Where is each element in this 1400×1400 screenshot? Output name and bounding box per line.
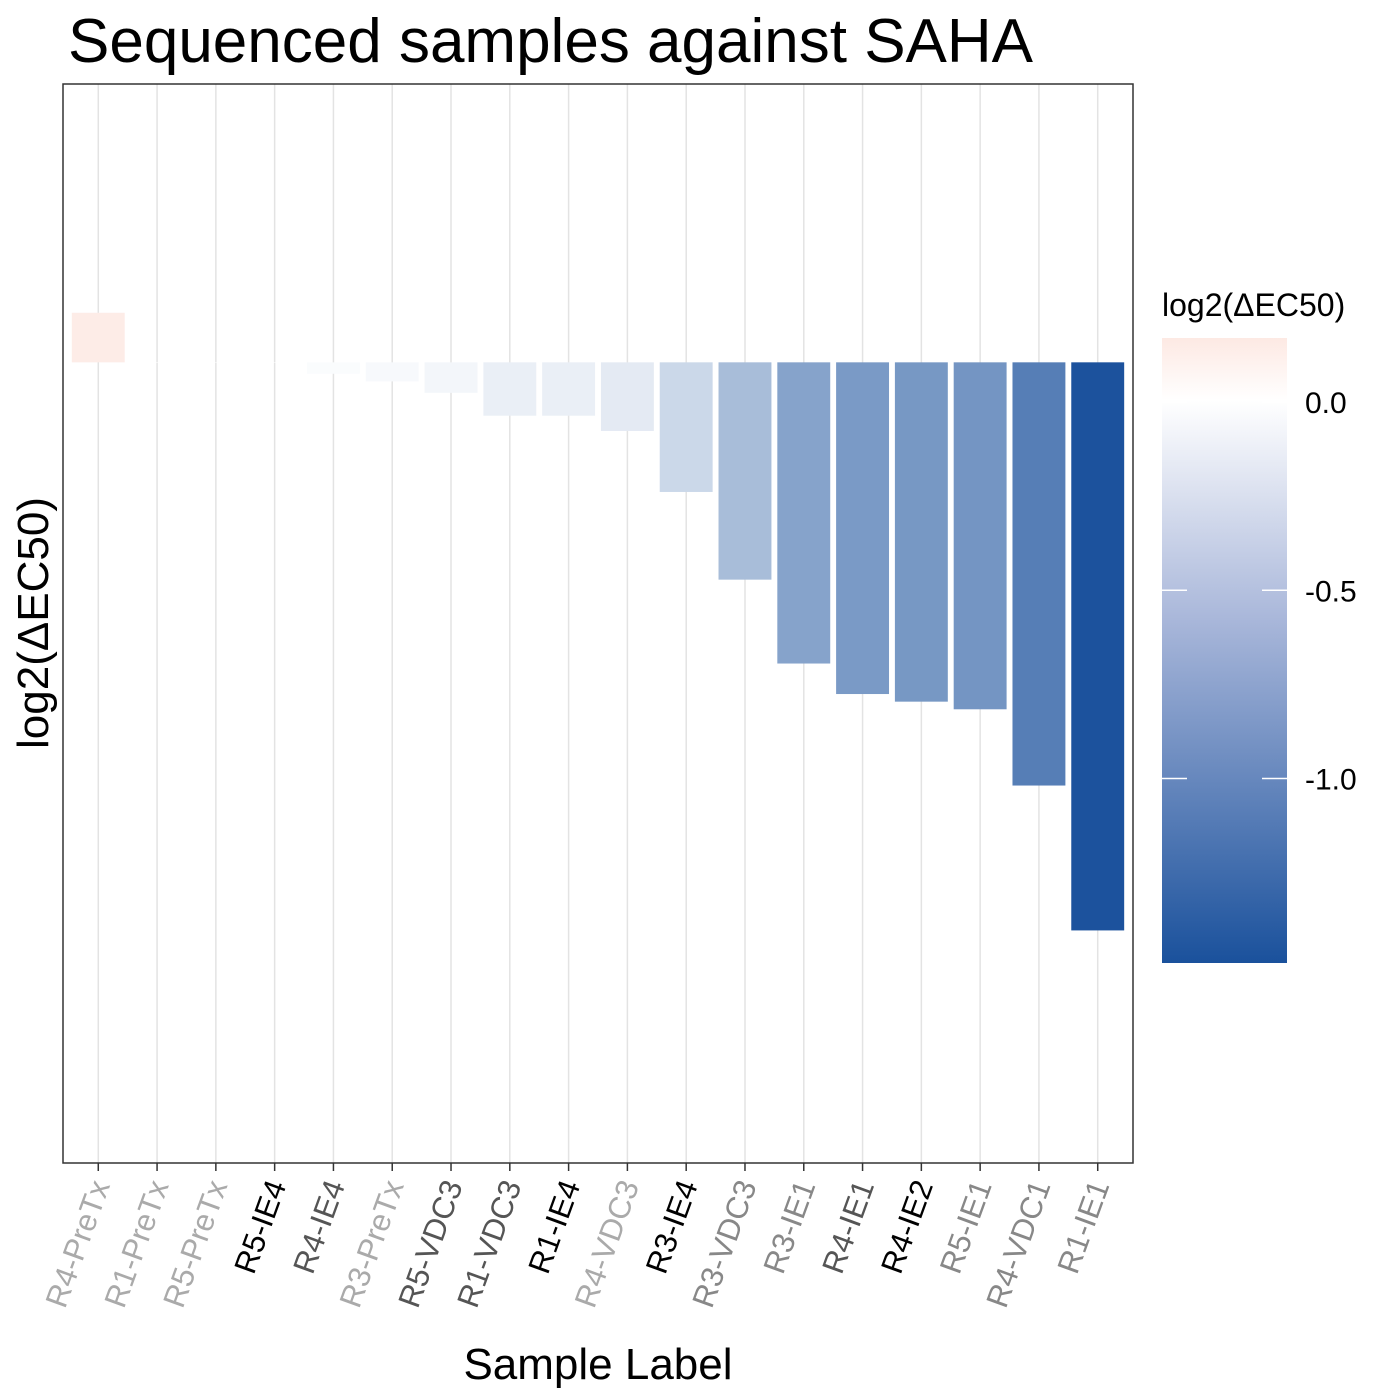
x-tick-label-R3-IE4: R3-IE4 — [639, 1175, 705, 1278]
chart-title: Sequenced samples against SAHA — [68, 7, 1034, 76]
x-tick-label-R5-IE4: R5-IE4 — [227, 1175, 293, 1278]
legend-tick-label: -1.0 — [1305, 764, 1357, 797]
bar-R4-PreTx — [71, 312, 125, 363]
bar-R1-VDC3 — [483, 362, 537, 416]
x-tick-marks — [97, 1163, 1099, 1171]
legend-ticks: 0.0 -0.5 -1.0 — [1162, 387, 1357, 797]
x-tick-label-R3-IE1: R3-IE1 — [756, 1175, 822, 1278]
color-legend: log2(ΔEC50) 0.0 -0.5 -1.0 — [1162, 287, 1357, 963]
legend-tick-label: 0.0 — [1305, 387, 1347, 420]
bar-R5-PreTx — [189, 362, 243, 363]
bar-R4-IE1 — [836, 362, 890, 695]
x-tick-label-R4-IE2: R4-IE2 — [874, 1175, 940, 1278]
bar-R4-VDC3 — [600, 362, 654, 431]
bar-R3-VDC3 — [718, 362, 772, 580]
bar-R3-IE1 — [777, 362, 831, 664]
bar-R4-IE2 — [894, 362, 948, 702]
bar-R3-IE4 — [659, 362, 713, 492]
bar-R1-IE1 — [1071, 362, 1125, 931]
y-axis-title: log2(ΔEC50) — [9, 497, 58, 749]
x-tick-label-R4-IE4: R4-IE4 — [286, 1175, 352, 1278]
bar-R5-IE4 — [248, 362, 302, 363]
x-tick-labels: R4-PreTxR1-PreTxR5-PreTxR5-IE4R4-IE4R3-P… — [39, 1175, 1117, 1312]
bar-R1-PreTx — [130, 362, 184, 363]
x-tick-label-R1-IE1: R1-IE1 — [1050, 1175, 1116, 1278]
panel-border — [62, 83, 1134, 1164]
bar-R5-VDC3 — [424, 362, 478, 393]
x-axis-title: Sample Label — [463, 1340, 732, 1389]
x-tick-label-R1-IE4: R1-IE4 — [521, 1175, 587, 1278]
x-tick-label-R4-IE1: R4-IE1 — [815, 1175, 881, 1278]
bar-R4-VDC1 — [1012, 362, 1066, 786]
bars — [71, 312, 1125, 931]
x-tick-label-R5-IE1: R5-IE1 — [933, 1175, 999, 1278]
bar-R5-IE1 — [953, 362, 1007, 710]
legend-colorbar — [1162, 338, 1287, 963]
bar-R1-IE4 — [542, 362, 596, 416]
bar-R4-IE4 — [306, 362, 360, 374]
legend-tick-label: -0.5 — [1305, 575, 1357, 608]
legend-title: log2(ΔEC50) — [1162, 287, 1345, 323]
bar-R3-PreTx — [365, 362, 419, 382]
